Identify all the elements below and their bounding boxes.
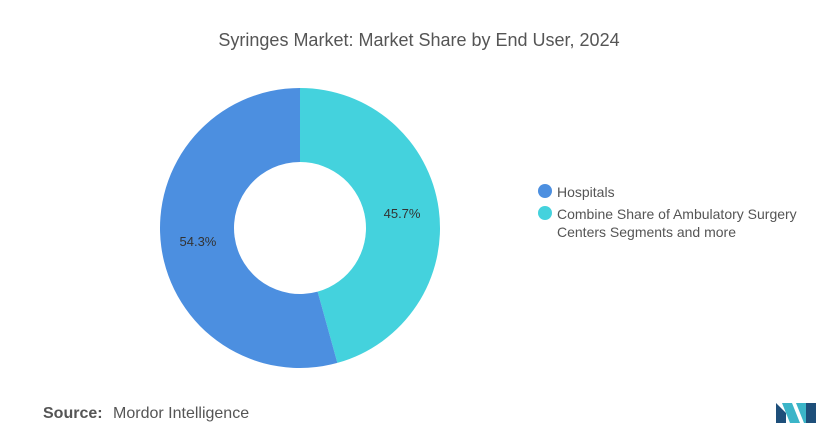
source-note: Source: Mordor Intelligence (43, 405, 249, 423)
donut-slice-hospitals (160, 88, 338, 368)
donut-chart-svg: 45.7% 54.3% (160, 88, 441, 368)
donut-slice-ambulatory-surgery-centers (300, 88, 441, 363)
mordor-intelligence-logo-icon (776, 403, 816, 423)
source-text: Mordor Intelligence (113, 405, 250, 422)
legend-label: Hospitals (557, 184, 615, 200)
legend-label: Combine Share of Ambulatory Surgery Cent… (557, 206, 797, 240)
legend-swatch (538, 206, 552, 220)
donut-chart: 45.7% 54.3% (150, 78, 450, 378)
legend-item: Combine Share of Ambulatory Surgery Cent… (538, 205, 828, 241)
chart-legend: Hospitals Combine Share of Ambulatory Sur… (538, 183, 828, 245)
slice-value-label: 45.7% (384, 206, 421, 221)
legend-item: Hospitals (538, 183, 828, 201)
source-prefix: Source: (43, 405, 103, 422)
chart-title: Syringes Market: Market Share by End Use… (218, 30, 620, 50)
slice-value-label: 54.3% (180, 234, 217, 249)
legend-swatch (538, 184, 552, 198)
